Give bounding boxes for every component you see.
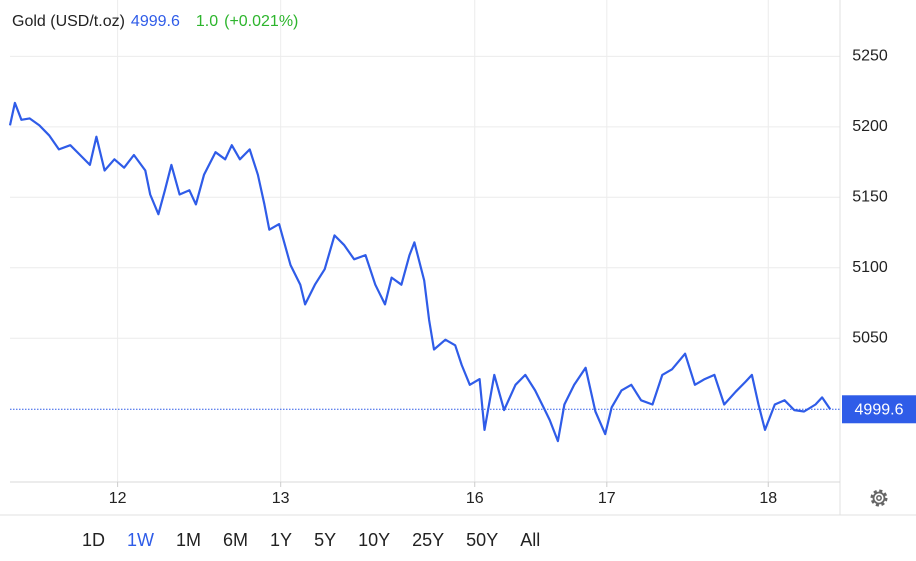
range-button[interactable]: All	[520, 530, 540, 550]
last-price-label: 4999.6	[855, 401, 904, 418]
range-button[interactable]: 6M	[223, 530, 248, 550]
y-tick-label: 5100	[852, 259, 888, 276]
range-button[interactable]: 1W	[127, 530, 154, 550]
price-line	[8, 101, 832, 443]
y-tick-label: 5250	[852, 48, 888, 65]
x-tick-label: 12	[109, 490, 127, 507]
last-price-badge	[842, 395, 916, 424]
range-button[interactable]: 1D	[82, 530, 105, 550]
settings-icon[interactable]	[870, 489, 888, 507]
y-tick-label: 5150	[852, 189, 888, 206]
range-button[interactable]: 1M	[176, 530, 201, 550]
range-button[interactable]: 10Y	[358, 530, 390, 550]
y-tick-label: 5050	[852, 329, 888, 346]
header-change-pct: (+0.021%)	[224, 13, 298, 30]
x-tick-label: 16	[466, 490, 484, 507]
header-change: 1.0	[196, 13, 218, 30]
range-button[interactable]: 5Y	[314, 530, 336, 550]
chart-title: Gold (USD/t.oz)	[12, 13, 125, 30]
x-tick-label: 17	[598, 490, 616, 507]
header-price: 4999.6	[131, 13, 180, 30]
range-button[interactable]: 25Y	[412, 530, 444, 550]
range-button[interactable]: 50Y	[466, 530, 498, 550]
y-tick-label: 5200	[852, 118, 888, 135]
x-tick-label: 13	[272, 490, 290, 507]
x-tick-label: 18	[759, 490, 777, 507]
range-button[interactable]: 1Y	[270, 530, 292, 550]
